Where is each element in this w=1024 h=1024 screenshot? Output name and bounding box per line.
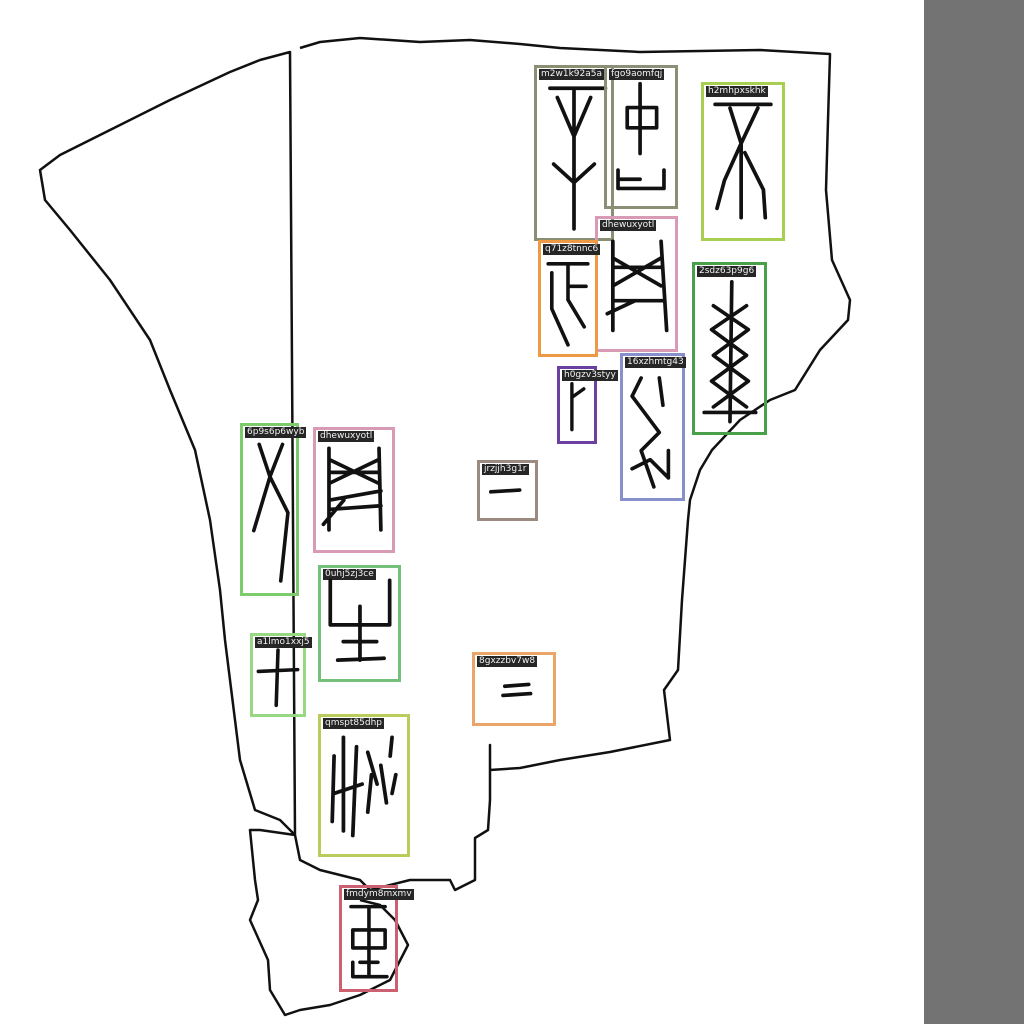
forked-glyph xyxy=(713,102,773,220)
tree-glyph xyxy=(548,86,608,231)
annotation-label: 2sdz63p9g6 xyxy=(697,266,757,277)
net-glyph xyxy=(605,239,669,333)
strokes-glyph xyxy=(330,735,398,838)
bone-fragment-outline xyxy=(38,36,852,1017)
frame-glyph xyxy=(546,262,590,347)
grow-glyph xyxy=(328,578,392,662)
cross-glyph xyxy=(256,648,300,708)
side-panel xyxy=(924,0,1024,1024)
annotation-label: 6p9s6p6wyb xyxy=(245,427,307,438)
annotation-box[interactable]: fgo9aomfqj xyxy=(604,65,678,209)
annotation-box[interactable]: dhewuxyotl xyxy=(595,216,678,352)
twist-glyph xyxy=(630,376,671,489)
annotation-label: fgo9aomfqj xyxy=(609,69,665,80)
annotation-box[interactable]: q71z8tnnc6 xyxy=(538,240,601,357)
vessel-glyph xyxy=(349,904,389,979)
annotation-box[interactable]: h0gzv3styy xyxy=(557,366,618,444)
annotation-label: fmdym8mxmv xyxy=(344,889,414,900)
annotation-box[interactable]: a1lmo1xxj5 xyxy=(250,633,312,717)
annotation-box[interactable]: 8gxzzbv7w8 xyxy=(472,652,556,726)
annotation-label: dhewuxyotl xyxy=(318,431,375,442)
zigzag-glyph xyxy=(702,279,758,424)
annotation-box[interactable]: qmspt85dhp xyxy=(318,714,410,857)
two-glyph xyxy=(501,682,533,698)
annotation-box[interactable]: dhewuxyotl xyxy=(313,427,395,553)
annotation-box[interactable]: 16xzhmtg43 xyxy=(620,353,686,501)
annotation-label: 0uhj5zj3ce xyxy=(323,569,376,580)
annotation-box[interactable]: m2w1k92a5a xyxy=(534,65,614,241)
hook-glyph xyxy=(570,382,586,432)
annotation-box[interactable]: 0uhj5zj3ce xyxy=(318,565,401,682)
net-glyph xyxy=(321,446,383,532)
annotation-label: 8gxzzbv7w8 xyxy=(477,656,538,667)
box-stem-glyph xyxy=(616,81,666,191)
annotation-label: a1lmo1xxj5 xyxy=(255,637,312,648)
annotation-box[interactable]: 6p9s6p6wyb xyxy=(240,423,307,596)
annotation-box[interactable]: fmdym8mxmv xyxy=(339,885,414,992)
person-glyph xyxy=(251,442,290,583)
annotation-label: dhewuxyotl xyxy=(600,220,657,231)
annotation-label: h0gzv3styy xyxy=(562,370,618,381)
annotation-label: qmspt85dhp xyxy=(323,718,384,729)
annotation-label: h2mhpxskhk xyxy=(706,86,768,97)
annotation-box[interactable]: h2mhpxskhk xyxy=(701,82,785,241)
annotation-label: 16xzhmtg43 xyxy=(625,357,686,368)
annotation-box[interactable]: jrzjjh3g1r xyxy=(477,460,538,521)
annotation-label: jrzjjh3g1r xyxy=(482,464,529,475)
annotation-box[interactable]: 2sdz63p9g6 xyxy=(692,262,767,435)
one-glyph xyxy=(489,488,522,494)
annotation-label: m2w1k92a5a xyxy=(539,69,605,80)
annotation-label: q71z8tnnc6 xyxy=(543,244,601,255)
